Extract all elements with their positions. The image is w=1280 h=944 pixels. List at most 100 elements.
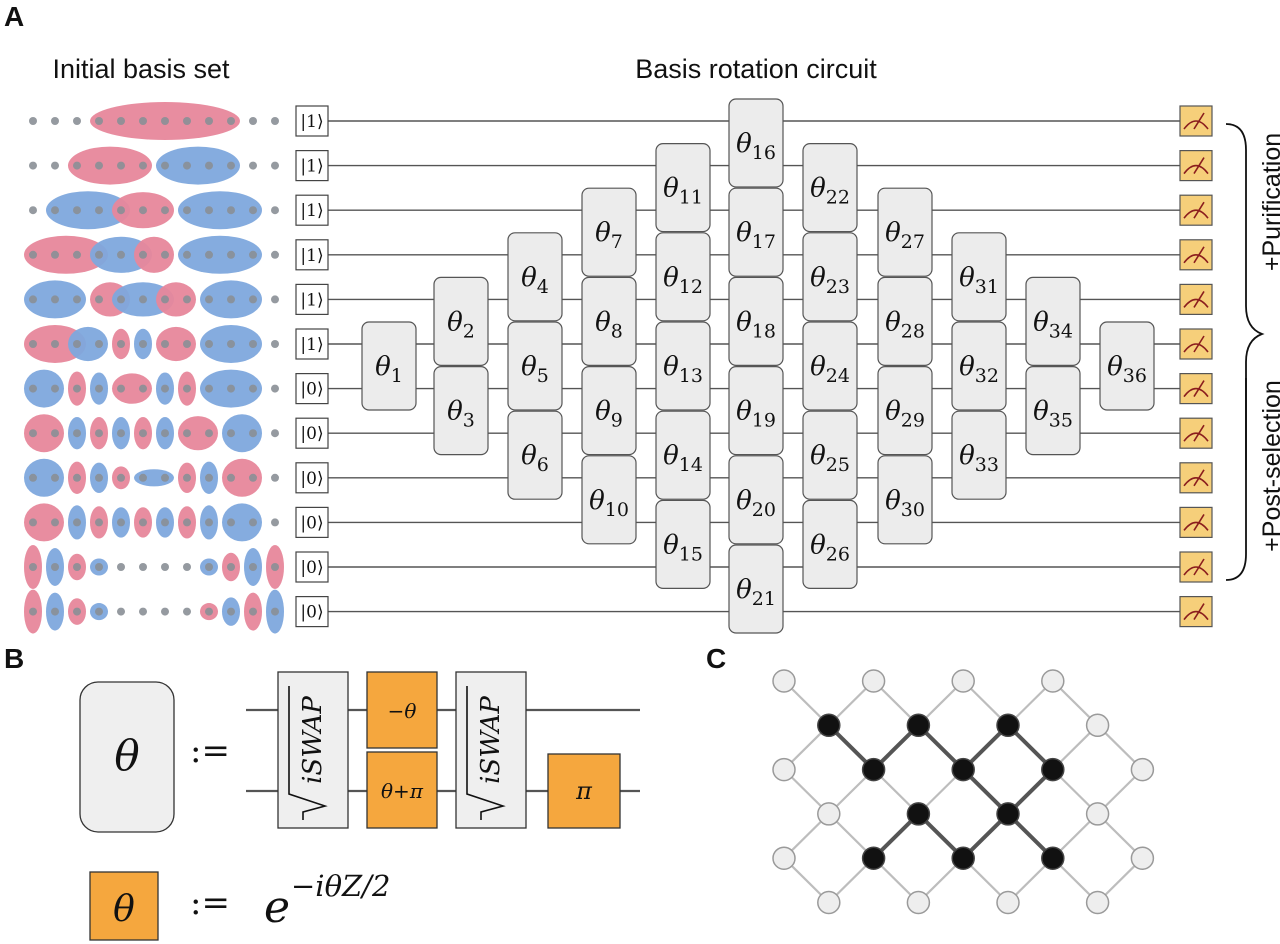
circuit-heading: Basis rotation circuit bbox=[635, 54, 877, 84]
site-dot bbox=[249, 384, 257, 393]
ket-label: |1⟩ bbox=[300, 290, 323, 310]
initial-state-ket: |0⟩ bbox=[295, 595, 329, 628]
lattice-node bbox=[772, 846, 796, 870]
lattice-node bbox=[1130, 757, 1155, 782]
rotation-gate: θ4 bbox=[507, 232, 563, 322]
rotation-gate: θ30 bbox=[877, 455, 933, 545]
site-dot bbox=[117, 473, 125, 482]
rotation-gate: θ23 bbox=[802, 232, 858, 322]
site-dot bbox=[139, 563, 147, 571]
site-dot bbox=[227, 607, 235, 616]
site-dot bbox=[29, 518, 37, 527]
z-rotation-symbol bbox=[89, 871, 159, 941]
rotation-gate: θ8 bbox=[581, 276, 637, 366]
site-dot bbox=[73, 340, 81, 348]
site-dot bbox=[51, 250, 59, 259]
gate-label: θ14 bbox=[663, 441, 703, 476]
site-dot bbox=[227, 117, 235, 125]
site-dot bbox=[139, 250, 147, 259]
site-dot bbox=[95, 429, 103, 438]
orbital-row bbox=[24, 458, 279, 497]
site-dot bbox=[51, 607, 59, 616]
ket-label: |0⟩ bbox=[300, 424, 323, 444]
gate-label: θ6 bbox=[521, 441, 549, 476]
postselection-bracket: +Post-selection bbox=[1225, 378, 1280, 581]
site-dot bbox=[73, 607, 81, 616]
ket-label: |1⟩ bbox=[300, 335, 323, 355]
rotation-gate: θ3 bbox=[433, 366, 489, 456]
ket-label: |0⟩ bbox=[300, 513, 323, 533]
site-dot bbox=[161, 384, 169, 393]
gate-label: θ25 bbox=[810, 441, 850, 476]
site-dot bbox=[205, 518, 213, 527]
site-dot bbox=[139, 295, 147, 304]
ket-label: |1⟩ bbox=[300, 112, 323, 132]
site-dot bbox=[95, 563, 103, 571]
site-dot bbox=[29, 161, 37, 170]
rotation-gate: θ29 bbox=[877, 366, 933, 456]
measurement-icon bbox=[1179, 283, 1213, 315]
rotation-gate: θ36 bbox=[1099, 321, 1155, 411]
orbital-row bbox=[29, 191, 279, 230]
site-dot bbox=[205, 340, 213, 348]
measurement-icon bbox=[1179, 417, 1213, 449]
orbital-basis-set bbox=[24, 102, 284, 634]
rotation-gate: θ9 bbox=[581, 366, 637, 456]
measurement-icon bbox=[1179, 150, 1213, 182]
ket-label: |0⟩ bbox=[300, 469, 323, 489]
site-dot bbox=[161, 429, 169, 438]
site-dot bbox=[95, 117, 103, 125]
site-dot bbox=[29, 563, 37, 571]
gate-label: θ12 bbox=[663, 263, 703, 298]
site-dot bbox=[51, 473, 59, 482]
orbital-lobe bbox=[134, 236, 174, 273]
lattice-node bbox=[1130, 846, 1155, 870]
initial-state-ket: |0⟩ bbox=[295, 462, 329, 494]
rotation-gate: θ13 bbox=[655, 321, 711, 411]
lattice-node-active bbox=[906, 802, 931, 826]
minus-theta-gate bbox=[366, 671, 438, 749]
site-dot bbox=[249, 295, 257, 304]
ket-label: |1⟩ bbox=[300, 201, 323, 221]
rotation-gate: θ24 bbox=[802, 321, 858, 411]
measurement-icon bbox=[1179, 506, 1213, 538]
site-dot bbox=[271, 206, 279, 215]
lattice-node-active bbox=[861, 757, 886, 782]
ket-label: |0⟩ bbox=[300, 603, 323, 623]
site-dot bbox=[117, 563, 125, 571]
site-dot bbox=[227, 295, 235, 304]
rotation-gate: θ19 bbox=[728, 366, 784, 456]
rotation-gate: θ32 bbox=[951, 321, 1007, 411]
site-dot bbox=[95, 384, 103, 393]
initial-state-ket: |1⟩ bbox=[295, 105, 329, 137]
site-dot bbox=[249, 117, 257, 125]
site-dot bbox=[51, 340, 59, 348]
site-dot bbox=[29, 429, 37, 438]
orbital-lobe bbox=[24, 458, 64, 497]
pi-label: π bbox=[575, 777, 593, 805]
gate-label: θ11 bbox=[663, 174, 703, 209]
gate-label: θ31 bbox=[959, 263, 999, 298]
site-dot bbox=[183, 563, 191, 571]
site-dot bbox=[205, 117, 213, 125]
rotation-gate: θ21 bbox=[728, 544, 784, 634]
site-dot bbox=[271, 250, 279, 259]
site-dot bbox=[51, 117, 59, 125]
site-dot bbox=[29, 206, 37, 215]
orbital-row bbox=[24, 369, 279, 408]
site-dot bbox=[271, 340, 279, 348]
orbital-row bbox=[24, 589, 284, 634]
site-dot bbox=[227, 473, 235, 482]
rotation-gate: θ11 bbox=[655, 143, 711, 233]
site-dot bbox=[227, 384, 235, 393]
orbital-lobe bbox=[46, 191, 130, 230]
site-dot bbox=[139, 473, 147, 482]
z-rotation-theta: θ bbox=[113, 889, 135, 930]
site-dot bbox=[117, 518, 125, 527]
site-dot bbox=[117, 250, 125, 259]
rotation-gate: θ27 bbox=[877, 187, 933, 277]
site-dot bbox=[161, 473, 169, 482]
orbital-lobe bbox=[156, 282, 196, 317]
orbital-lobe bbox=[178, 416, 218, 451]
